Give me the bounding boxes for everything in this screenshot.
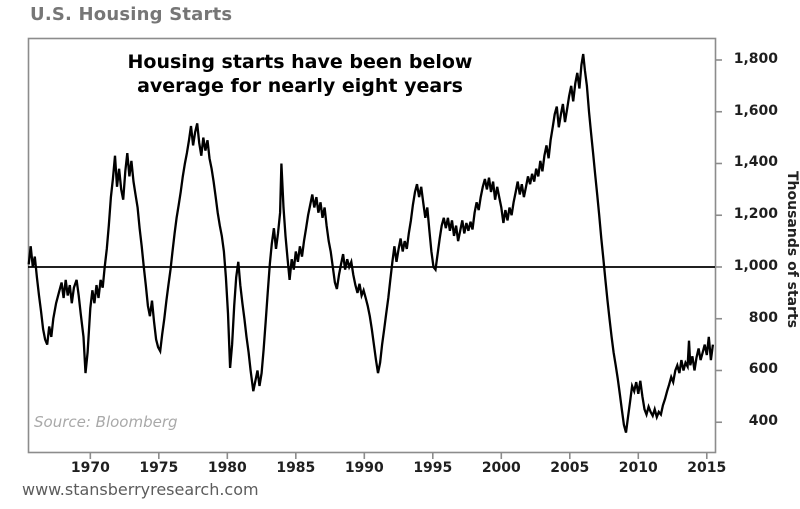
y-axis-title: Thousands of starts	[784, 171, 800, 329]
annotation-line-2: average for nearly eight years	[137, 75, 463, 97]
y-tick-label: 800	[748, 309, 778, 326]
chart-annotation: Housing starts have been below average f…	[60, 50, 540, 98]
series-line	[27, 53, 715, 433]
x-tick-label: 2015	[687, 460, 727, 476]
footer-url: www.stansberryresearch.com	[22, 480, 259, 499]
x-tick-label: 2005	[550, 460, 590, 476]
x-tick-label: 2000	[481, 460, 521, 476]
x-tick-label: 1975	[139, 460, 179, 476]
source-label: Source: Bloomberg	[34, 413, 178, 431]
y-tick-label: 400	[748, 413, 778, 430]
x-tick-label: 1980	[207, 460, 247, 476]
y-tick-label: 1,200	[733, 206, 778, 223]
plot-border	[27, 37, 717, 454]
y-tick-label: 600	[748, 361, 778, 378]
y-tick-label: 1,400	[733, 154, 778, 171]
x-tick-label: 1995	[413, 460, 453, 476]
x-tick-label: 2010	[618, 460, 658, 476]
y-tick-label: 1,800	[733, 50, 778, 67]
x-tick-label: 1970	[70, 460, 110, 476]
annotation-line-1: Housing starts have been below	[127, 51, 473, 73]
x-tick-label: 1990	[344, 460, 384, 476]
y-tick-label: 1,600	[733, 102, 778, 119]
x-tick-label: 1985	[276, 460, 316, 476]
page-title: U.S. Housing Starts	[30, 4, 233, 25]
y-tick-label: 1,000	[733, 257, 778, 274]
